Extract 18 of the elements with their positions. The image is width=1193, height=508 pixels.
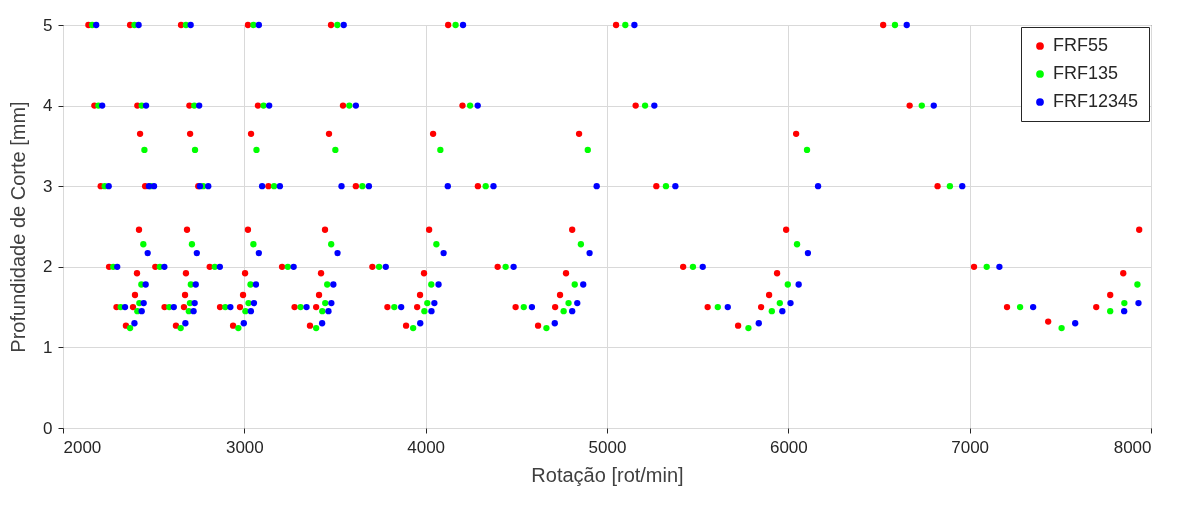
legend-label: FRF135 bbox=[1053, 63, 1119, 83]
x-tick-label: 4000 bbox=[407, 437, 446, 457]
x-tick-label: 6000 bbox=[769, 437, 808, 457]
y-tick-label: 4 bbox=[43, 96, 53, 116]
y-tick-label: 0 bbox=[43, 418, 53, 438]
x-axis-title: Rotação [rot/min] bbox=[531, 463, 684, 486]
y-tick-label: 1 bbox=[43, 337, 53, 357]
y-axis-title: Profundidade de Corte [mm] bbox=[7, 101, 30, 353]
y-tick-label: 5 bbox=[43, 15, 53, 35]
x-tick-label: 3000 bbox=[225, 437, 264, 457]
x-tick-label: 5000 bbox=[588, 437, 627, 457]
legend-label: FRF55 bbox=[1053, 35, 1109, 55]
x-tick-label: 8000 bbox=[1113, 437, 1152, 457]
legend-label: FRF12345 bbox=[1053, 91, 1139, 111]
y-tick-label: 2 bbox=[43, 257, 53, 277]
x-tick-label: 2000 bbox=[63, 437, 102, 457]
x-tick-label: 7000 bbox=[951, 437, 990, 457]
y-tick-label: 3 bbox=[43, 176, 53, 196]
